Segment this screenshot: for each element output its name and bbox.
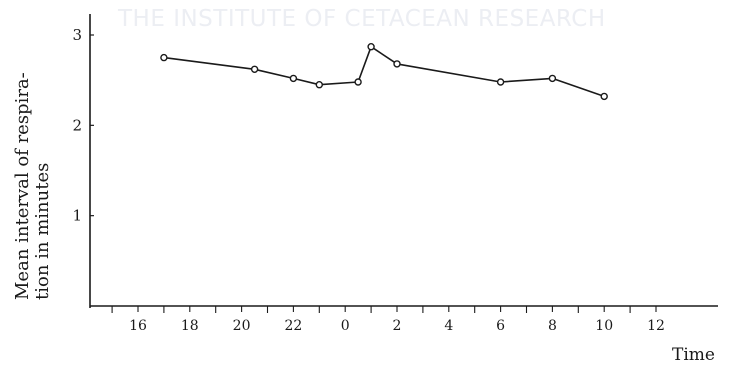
x-tick-label-0: 0 [341,318,350,334]
x-tick-label-10: 10 [595,318,613,334]
series-line-0 [163,45,605,98]
watermark-text: THE INSTITUTE OF CETACEAN RESEARCH [118,6,606,32]
x-axis-title: Time [672,345,715,365]
y-axis-label-line-1: Mean interval of respira- [12,72,33,300]
x-tick-label-20: 20 [233,318,251,334]
data-point-6 [496,78,505,86]
x-tick-label-4: 4 [444,318,453,334]
data-point-22 [289,74,298,83]
y-tick-label-2: 2 [72,116,82,134]
x-tick-label-6: 6 [496,318,505,334]
y-axis-label-line-2: tion in minutes [32,162,53,300]
data-point-0.5 [354,78,362,86]
data-point-2 [393,60,401,68]
x-tick-label-22: 22 [284,318,302,334]
data-point-23 [315,80,323,89]
y-tick-label-3: 3 [72,26,82,44]
y-tick-label-1: 1 [72,207,82,225]
data-point-1 [367,43,375,51]
x-tick-label-8: 8 [548,318,557,334]
data-point-20.5 [250,65,259,74]
data-point-10 [600,92,608,101]
x-tick-label-18: 18 [181,318,199,334]
data-point-8 [548,74,557,83]
x-tick-label-12: 12 [647,318,665,334]
x-tick-label-2: 2 [393,318,402,334]
x-tick-label-16: 16 [129,318,147,334]
data-point-17 [160,53,168,62]
